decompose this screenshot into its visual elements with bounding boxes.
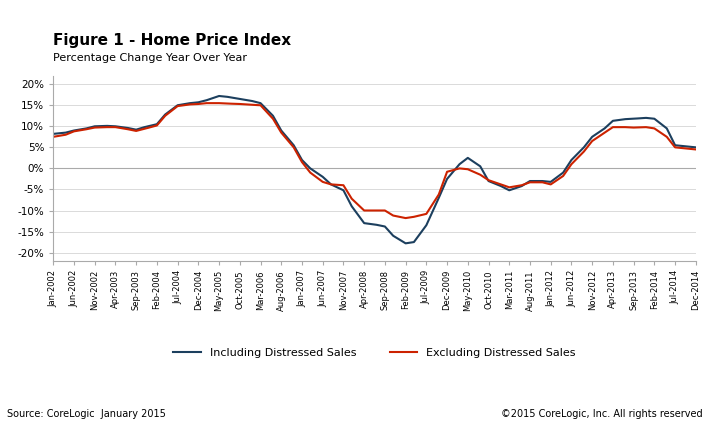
Excluding Distressed Sales: [692, 147, 700, 152]
Excluding Distressed Sales: [215, 101, 224, 106]
Including Distressed Sales: [401, 241, 410, 246]
Including Distressed Sales: [576, 149, 584, 154]
Including Distressed Sales: [319, 174, 327, 179]
Excluding Distressed Sales: [576, 153, 584, 158]
Excluding Distressed Sales: [293, 152, 302, 157]
Including Distressed Sales: [692, 145, 700, 150]
Line: Excluding Distressed Sales: Excluding Distressed Sales: [53, 103, 696, 218]
Including Distressed Sales: [501, 186, 509, 191]
Excluding Distressed Sales: [439, 181, 447, 186]
Excluding Distressed Sales: [319, 179, 327, 184]
Text: Source: CoreLogic  January 2015: Source: CoreLogic January 2015: [7, 409, 166, 419]
Excluding Distressed Sales: [401, 216, 410, 221]
Text: Figure 1 - Home Price Index: Figure 1 - Home Price Index: [53, 33, 291, 48]
Excluding Distressed Sales: [501, 184, 509, 189]
Line: Including Distressed Sales: Including Distressed Sales: [53, 96, 696, 243]
Including Distressed Sales: [293, 150, 302, 155]
Including Distressed Sales: [49, 131, 58, 136]
Excluding Distressed Sales: [49, 134, 58, 139]
Text: Percentage Change Year Over Year: Percentage Change Year Over Year: [53, 53, 247, 63]
Legend: Including Distressed Sales, Excluding Distressed Sales: Including Distressed Sales, Excluding Di…: [169, 344, 580, 363]
Including Distressed Sales: [439, 186, 447, 191]
Including Distressed Sales: [215, 93, 224, 99]
Text: ©2015 CoreLogic, Inc. All rights reserved: ©2015 CoreLogic, Inc. All rights reserve…: [501, 409, 703, 419]
Including Distressed Sales: [211, 95, 219, 100]
Excluding Distressed Sales: [202, 101, 211, 106]
